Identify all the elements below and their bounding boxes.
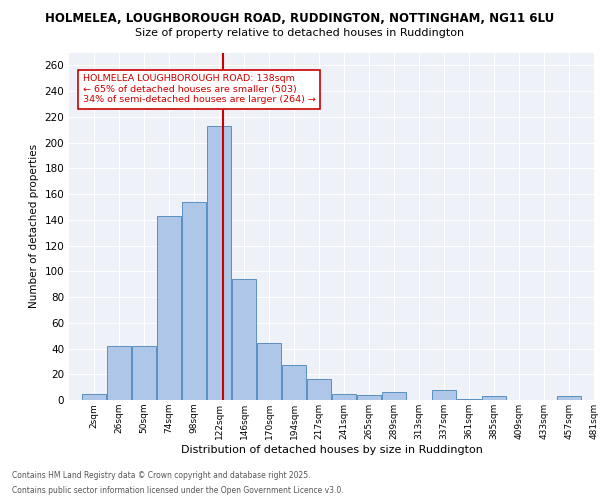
Bar xyxy=(182,202,206,400)
Text: Contains HM Land Registry data © Crown copyright and database right 2025.: Contains HM Land Registry data © Crown c… xyxy=(12,471,311,480)
Bar xyxy=(107,346,131,400)
Text: HOLMELEA LOUGHBOROUGH ROAD: 138sqm
← 65% of detached houses are smaller (503)
34: HOLMELEA LOUGHBOROUGH ROAD: 138sqm ← 65%… xyxy=(83,74,316,104)
Text: Size of property relative to detached houses in Ruddington: Size of property relative to detached ho… xyxy=(136,28,464,38)
Bar xyxy=(482,396,506,400)
Bar xyxy=(307,380,331,400)
Bar xyxy=(207,126,231,400)
Bar xyxy=(282,365,306,400)
Bar xyxy=(557,396,581,400)
Bar xyxy=(132,346,156,400)
Bar xyxy=(432,390,456,400)
X-axis label: Distribution of detached houses by size in Ruddington: Distribution of detached houses by size … xyxy=(181,444,482,454)
Text: HOLMELEA, LOUGHBOROUGH ROAD, RUDDINGTON, NOTTINGHAM, NG11 6LU: HOLMELEA, LOUGHBOROUGH ROAD, RUDDINGTON,… xyxy=(46,12,554,26)
Bar xyxy=(457,398,481,400)
Bar xyxy=(382,392,406,400)
Bar xyxy=(257,344,281,400)
Bar xyxy=(232,279,256,400)
Bar xyxy=(157,216,181,400)
Y-axis label: Number of detached properties: Number of detached properties xyxy=(29,144,39,308)
Bar xyxy=(82,394,106,400)
Bar xyxy=(332,394,356,400)
Bar xyxy=(357,395,381,400)
Text: Contains public sector information licensed under the Open Government Licence v3: Contains public sector information licen… xyxy=(12,486,344,495)
